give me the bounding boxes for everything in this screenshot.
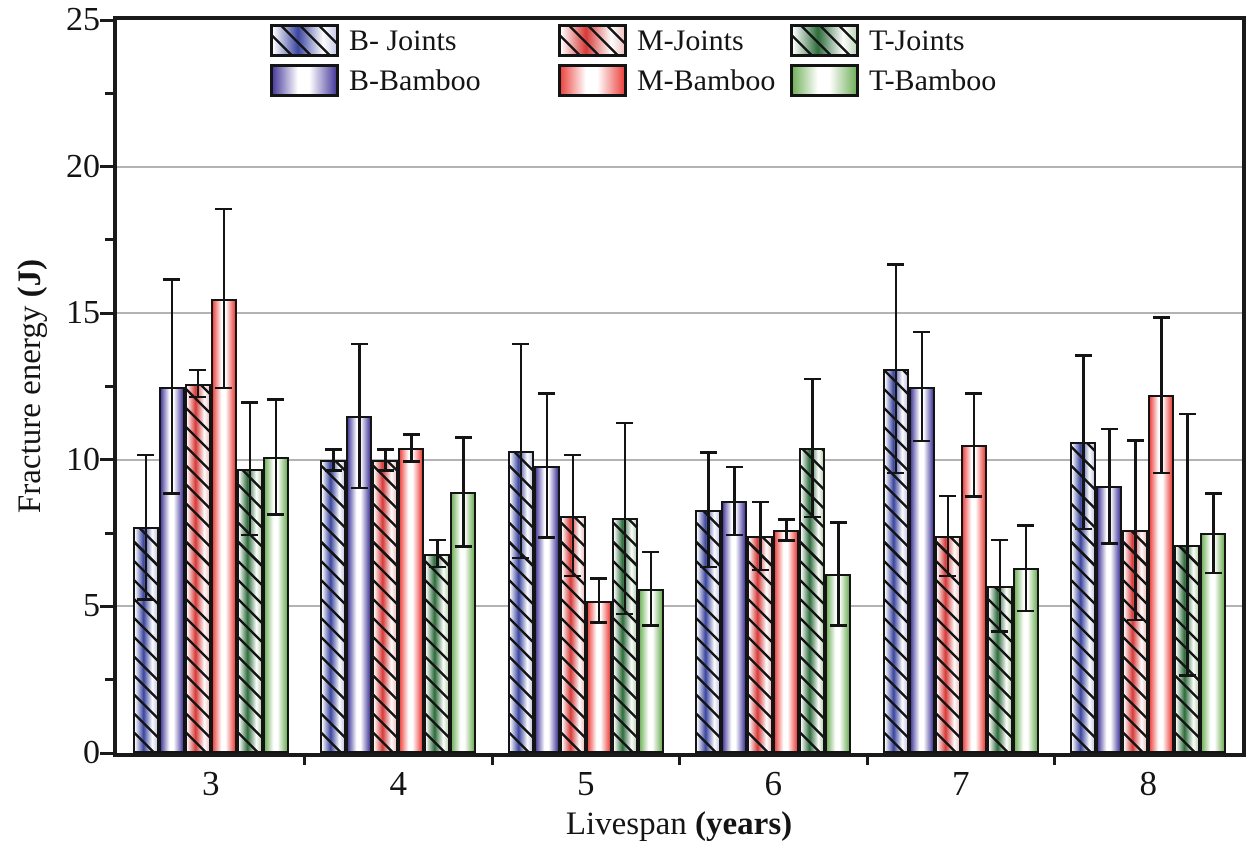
x-category-label-7: 7	[952, 764, 970, 803]
legend-label-T-Joints: T-Joints	[869, 23, 965, 57]
y-minor-tick-17.5	[105, 238, 113, 242]
legend-item-M-Bamboo: M-Bamboo	[558, 64, 790, 97]
x-axis-title-text: Livespan	[565, 806, 696, 842]
y-axis-title: Fracture energy (J)	[8, 86, 52, 686]
legend-item-T-Joints: T-Joints	[790, 24, 996, 57]
y-minor-tick-12.5	[105, 385, 113, 388]
legend-label-M-Joints: M-Joints	[637, 23, 744, 57]
x-boundary-tick-1	[303, 757, 306, 765]
y-axis-title-text: Fracture energy	[12, 297, 48, 514]
x-boundary-tick-3	[678, 757, 681, 765]
legend-label-B-Joints: B- Joints	[349, 23, 457, 57]
legend-label-T-Bamboo: T-Bamboo	[869, 63, 997, 97]
y-major-tick-0	[100, 751, 113, 755]
x-axis-title: Livespan (years)	[429, 804, 929, 844]
x-boundary-tick-2	[490, 757, 494, 765]
y-minor-tick-22.5	[105, 91, 113, 95]
legend-swatch-T-Bamboo	[790, 64, 859, 97]
legend-swatch-T-Joints	[790, 24, 859, 57]
y-major-tick-10	[100, 458, 113, 462]
legend-swatch-B-Bamboo	[270, 64, 339, 97]
legend-swatch-M-Bamboo	[558, 64, 627, 97]
y-major-tick-20	[100, 165, 113, 169]
y-minor-tick-7.5	[105, 531, 113, 535]
y-major-tick-25	[100, 18, 113, 22]
legend-item-T-Bamboo: T-Bamboo	[790, 64, 996, 97]
legend-label-M-Bamboo: M-Bamboo	[637, 63, 776, 97]
y-minor-tick-2.5	[105, 678, 113, 682]
x-category-label-5: 5	[577, 764, 595, 803]
legend-swatch-B-Joints	[270, 24, 339, 57]
legend-label-B-Bamboo: B-Bamboo	[349, 63, 481, 97]
x-boundary-tick-5	[1053, 757, 1056, 765]
y-tick-label-25: 25	[66, 1, 100, 38]
x-category-label-3: 3	[202, 764, 220, 803]
legend-item-B-Bamboo: B-Bamboo	[270, 64, 558, 97]
x-boundary-tick-4	[865, 757, 869, 765]
x-category-label-4: 4	[389, 764, 408, 803]
plot-frame	[113, 16, 1246, 757]
y-tick-label-0: 0	[83, 734, 100, 771]
legend-item-B-Joints: B- Joints	[270, 24, 558, 57]
legend-item-M-Joints: M-Joints	[558, 24, 790, 57]
x-category-label-6: 6	[764, 764, 783, 803]
legend: B- Joints M-Joints T-Joints B-Bamboo M-Bambo…	[270, 24, 996, 97]
x-category-label-8: 8	[1139, 764, 1158, 803]
y-major-tick-15	[100, 311, 113, 315]
legend-swatch-M-Joints	[558, 24, 627, 57]
y-major-tick-5	[100, 604, 113, 608]
x-axis-title-unit: (years)	[695, 806, 793, 842]
y-axis-title-unit: (J)	[12, 258, 48, 298]
